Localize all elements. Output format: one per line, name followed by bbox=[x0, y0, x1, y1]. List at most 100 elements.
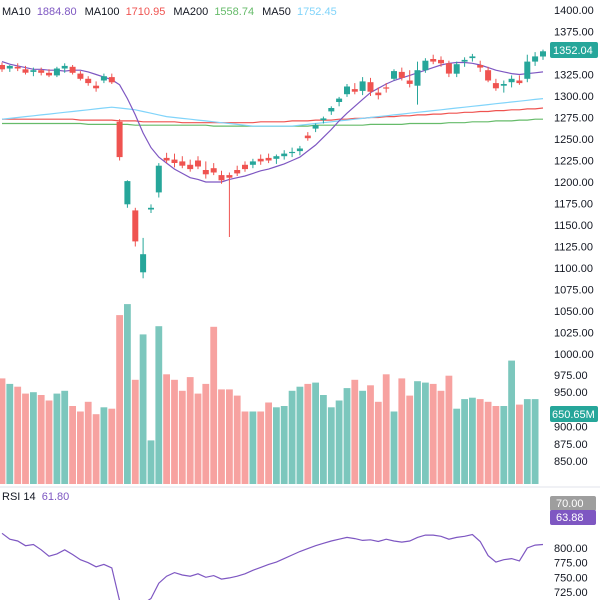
candle bbox=[289, 147, 296, 158]
volume-bar bbox=[226, 389, 233, 484]
price-axis-tick-1: 1375.00 bbox=[554, 27, 594, 39]
candle bbox=[375, 87, 382, 100]
last-volume-badge bbox=[550, 406, 598, 422]
rsi-line bbox=[1, 532, 544, 600]
volume-bar bbox=[131, 379, 139, 484]
candle bbox=[22, 65, 29, 75]
legend-ma50-value: 1752.45 bbox=[297, 6, 337, 18]
volume-bar bbox=[335, 400, 343, 484]
candle bbox=[304, 132, 311, 141]
volume-bar bbox=[523, 399, 531, 484]
volume-bar bbox=[92, 414, 100, 484]
candle bbox=[140, 237, 147, 279]
volume-bar bbox=[69, 406, 76, 484]
rsi-legend-value: 61.80 bbox=[42, 491, 70, 503]
volume-bar bbox=[422, 382, 429, 484]
svg-text:MA10 1884.80 MA100: MA10 1884.80 MA100 1710.95 MA200 1558.74… bbox=[2, 6, 337, 18]
candle bbox=[61, 63, 68, 73]
candle bbox=[195, 156, 201, 170]
volume-axis-tick-5: 850.00 bbox=[554, 456, 588, 468]
volume-bar bbox=[22, 393, 29, 484]
last-volume-label: 650.65M bbox=[552, 409, 595, 421]
candle bbox=[445, 60, 452, 78]
candle bbox=[179, 156, 186, 169]
volume-bar bbox=[61, 390, 69, 484]
candle bbox=[171, 153, 178, 168]
candle bbox=[100, 73, 107, 84]
volume-bar bbox=[100, 407, 108, 484]
volume-bar bbox=[249, 411, 257, 484]
rsi-axis-tick-0: 800.00 bbox=[554, 543, 588, 555]
volume-bar bbox=[139, 334, 147, 484]
volume-axis-tick-1: 950.00 bbox=[554, 387, 588, 399]
last-price-label: 1352.04 bbox=[553, 45, 593, 57]
candle bbox=[108, 73, 115, 84]
rsi-pane bbox=[1, 532, 544, 600]
candle bbox=[532, 52, 539, 66]
legend-ma50-label: MA50 bbox=[262, 6, 291, 18]
candle bbox=[312, 123, 319, 133]
volume-bar bbox=[351, 379, 359, 484]
candle bbox=[383, 83, 390, 93]
volume-bar bbox=[288, 390, 296, 484]
candle bbox=[77, 71, 84, 81]
candle bbox=[540, 49, 546, 60]
candle bbox=[281, 150, 288, 160]
price-axis-tick-9: 1175.00 bbox=[554, 199, 593, 211]
legend-ma10-value: 1884.80 bbox=[37, 6, 77, 18]
candle bbox=[320, 116, 327, 124]
candle bbox=[69, 65, 76, 75]
candle bbox=[485, 66, 492, 83]
volume-bar bbox=[37, 395, 45, 484]
candle bbox=[398, 67, 405, 81]
candle bbox=[116, 119, 123, 161]
volume-bar bbox=[202, 383, 210, 484]
volume-bar bbox=[445, 375, 453, 484]
candle bbox=[359, 77, 366, 96]
candle bbox=[202, 161, 209, 179]
candle bbox=[344, 84, 350, 97]
candle bbox=[163, 152, 170, 164]
candle bbox=[85, 76, 92, 86]
candle bbox=[477, 60, 484, 72]
candle bbox=[155, 163, 162, 198]
price-axis-tick-5: 1275.00 bbox=[554, 113, 594, 125]
volume-bar bbox=[210, 326, 218, 484]
candle bbox=[492, 78, 499, 91]
value-badges: 1352.04 650.65M 70.00 63.88 bbox=[550, 42, 598, 525]
ma100-line bbox=[2, 107, 544, 124]
candle bbox=[14, 63, 21, 72]
volume-bar bbox=[265, 402, 272, 484]
volume-bar bbox=[516, 404, 523, 484]
ma-legend: MA10 1884.80 MA100 1710.95 MA200 1558.74… bbox=[2, 6, 337, 18]
candle bbox=[391, 69, 397, 81]
candle bbox=[53, 66, 60, 78]
volume-bar bbox=[53, 393, 61, 484]
candle bbox=[218, 170, 225, 184]
candle bbox=[226, 172, 233, 237]
volume-bar bbox=[398, 378, 406, 484]
candle bbox=[93, 81, 100, 92]
volume-bar bbox=[374, 401, 382, 484]
volume-bar bbox=[492, 406, 500, 484]
volume-bar bbox=[406, 395, 414, 484]
candle bbox=[296, 145, 303, 156]
volume-bar bbox=[84, 401, 92, 484]
candle bbox=[469, 53, 476, 62]
volume-bar bbox=[163, 374, 170, 484]
volume-bar bbox=[6, 383, 14, 484]
candle bbox=[406, 70, 413, 88]
rsi-last-label: 63.88 bbox=[556, 512, 584, 524]
volume-bar bbox=[186, 377, 194, 484]
candle bbox=[46, 69, 52, 78]
rsi-last-badge bbox=[550, 510, 596, 525]
volume-bar bbox=[233, 395, 241, 484]
volume-bar bbox=[218, 389, 225, 484]
price-axis-tick-11: 1125.00 bbox=[554, 242, 593, 254]
candle bbox=[328, 106, 335, 115]
candle bbox=[508, 75, 515, 88]
legend-ma200-label: MA200 bbox=[173, 6, 208, 18]
candle bbox=[30, 67, 37, 77]
candle bbox=[265, 153, 272, 164]
